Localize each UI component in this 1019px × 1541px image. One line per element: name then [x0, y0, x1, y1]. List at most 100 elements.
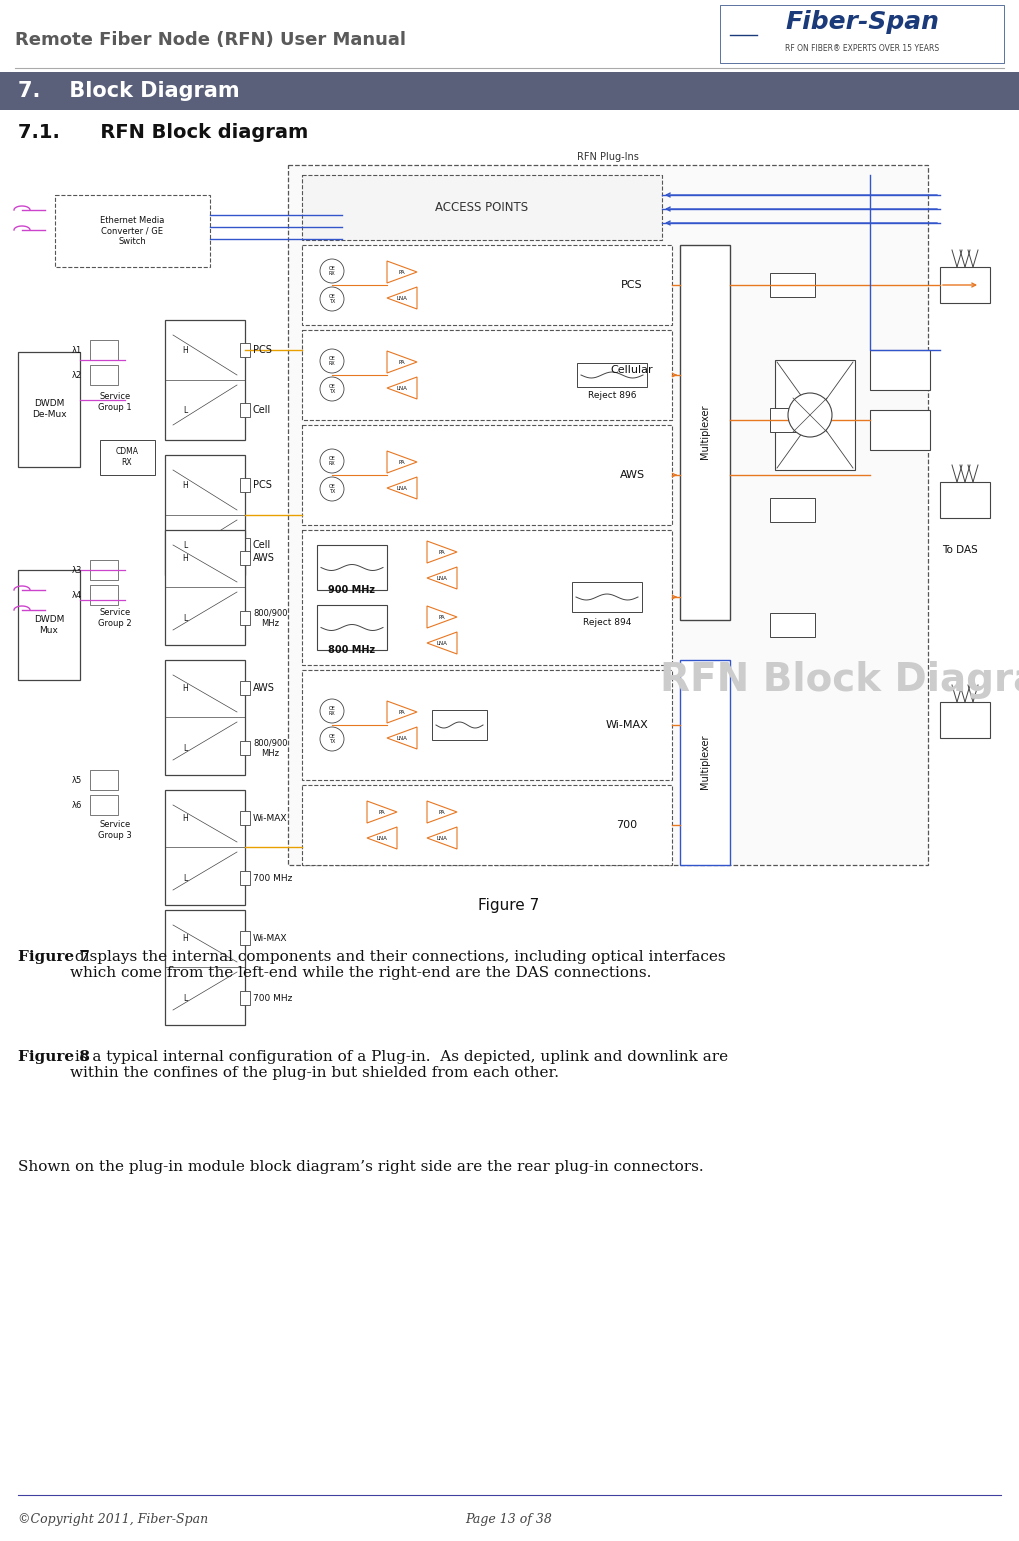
Text: ©Copyright 2011, Fiber-Span: ©Copyright 2011, Fiber-Span: [18, 1513, 208, 1527]
Text: PA: PA: [439, 615, 445, 619]
Bar: [165, 321, 245, 441]
Text: Reject 894: Reject 894: [583, 618, 631, 627]
Bar: [940, 703, 990, 738]
Circle shape: [320, 727, 344, 750]
Circle shape: [320, 259, 344, 284]
Circle shape: [320, 448, 344, 473]
Text: Service
Group 2: Service Group 2: [98, 609, 131, 627]
Polygon shape: [427, 828, 457, 849]
Text: LNA: LNA: [436, 575, 447, 581]
Circle shape: [320, 378, 344, 401]
Text: OE
RX: OE RX: [328, 706, 335, 717]
Text: AWS: AWS: [253, 553, 275, 562]
Bar: [90, 341, 118, 361]
Bar: [240, 931, 250, 945]
Text: DWDM
De-Mux: DWDM De-Mux: [32, 399, 66, 419]
Text: H: H: [182, 345, 187, 354]
Polygon shape: [387, 351, 417, 373]
Bar: [302, 784, 672, 865]
Bar: [18, 351, 81, 467]
Text: Figure 8: Figure 8: [18, 1049, 90, 1063]
Text: Wi-MAX: Wi-MAX: [605, 720, 648, 730]
Bar: [240, 478, 250, 492]
Bar: [775, 361, 855, 470]
Bar: [940, 267, 990, 304]
Text: L: L: [182, 743, 187, 752]
Circle shape: [788, 393, 832, 438]
Bar: [165, 660, 245, 775]
Text: H: H: [182, 684, 187, 692]
Text: LNA: LNA: [436, 835, 447, 840]
Bar: [432, 710, 487, 740]
Text: Page 13 of 38: Page 13 of 38: [466, 1513, 552, 1527]
Bar: [302, 245, 672, 325]
Text: 800/900
MHz: 800/900 MHz: [253, 609, 287, 627]
Bar: [302, 670, 672, 780]
Bar: [577, 364, 647, 387]
Text: OE
TX: OE TX: [328, 734, 335, 744]
Circle shape: [320, 287, 344, 311]
Polygon shape: [427, 606, 457, 629]
Bar: [240, 404, 250, 418]
Text: OE
RX: OE RX: [328, 356, 335, 367]
Text: L: L: [182, 613, 187, 623]
Text: Shown on the plug-in module block diagram’s right side are the rear plug-in conn: Shown on the plug-in module block diagra…: [18, 1160, 704, 1174]
Text: 900 MHz: 900 MHz: [328, 586, 375, 595]
Text: OE
RX: OE RX: [328, 456, 335, 467]
Text: PCS: PCS: [253, 479, 272, 490]
Text: LNA: LNA: [377, 835, 387, 840]
Polygon shape: [427, 632, 457, 653]
Text: L: L: [182, 405, 187, 415]
Text: Wi-MAX: Wi-MAX: [253, 814, 287, 823]
Text: 700: 700: [616, 820, 638, 831]
Bar: [770, 408, 815, 431]
Bar: [770, 613, 815, 636]
Text: λ5: λ5: [71, 775, 82, 784]
Bar: [240, 344, 250, 358]
Bar: [240, 811, 250, 824]
Text: LNA: LNA: [396, 485, 408, 490]
Bar: [572, 582, 642, 612]
Text: 700 MHz: 700 MHz: [253, 874, 292, 883]
Polygon shape: [427, 801, 457, 823]
Text: RFN Block Diagram: RFN Block Diagram: [660, 661, 1019, 700]
Polygon shape: [387, 260, 417, 284]
Text: 800 MHz: 800 MHz: [328, 646, 376, 655]
Text: λ2: λ2: [71, 370, 82, 379]
Bar: [940, 482, 990, 518]
Text: Cell: Cell: [253, 405, 271, 415]
Text: Cellular: Cellular: [610, 365, 653, 374]
Bar: [165, 530, 245, 646]
Text: ACCESS POINTS: ACCESS POINTS: [435, 200, 529, 214]
Text: Remote Fiber Node (RFN) User Manual: Remote Fiber Node (RFN) User Manual: [15, 31, 406, 49]
Bar: [770, 273, 815, 297]
Text: λ3: λ3: [71, 566, 82, 575]
Text: λ1: λ1: [71, 345, 82, 354]
Text: LNA: LNA: [396, 296, 408, 300]
Bar: [240, 552, 250, 566]
Text: λ6: λ6: [71, 800, 82, 809]
Text: PA: PA: [398, 459, 406, 464]
Bar: [302, 176, 662, 240]
Bar: [302, 330, 672, 421]
Text: L: L: [182, 994, 187, 1003]
Bar: [0, 72, 1019, 109]
Bar: [240, 681, 250, 695]
Polygon shape: [387, 478, 417, 499]
Text: H: H: [182, 934, 187, 943]
Text: CDMA
RX: CDMA RX: [115, 447, 139, 467]
Polygon shape: [387, 452, 417, 473]
Text: 700 MHz: 700 MHz: [253, 994, 292, 1003]
Bar: [18, 570, 81, 680]
Text: H: H: [182, 481, 187, 490]
Bar: [100, 441, 155, 475]
Circle shape: [320, 348, 344, 373]
Bar: [90, 770, 118, 791]
Text: AWS: AWS: [253, 683, 275, 693]
Text: OE
TX: OE TX: [328, 384, 335, 394]
Text: is a typical internal configuration of a Plug-in.  As depicted, uplink and downl: is a typical internal configuration of a…: [70, 1049, 729, 1080]
Text: L: L: [182, 874, 187, 883]
Text: PCS: PCS: [622, 280, 643, 290]
Text: To DAS: To DAS: [943, 546, 978, 555]
Polygon shape: [387, 378, 417, 399]
